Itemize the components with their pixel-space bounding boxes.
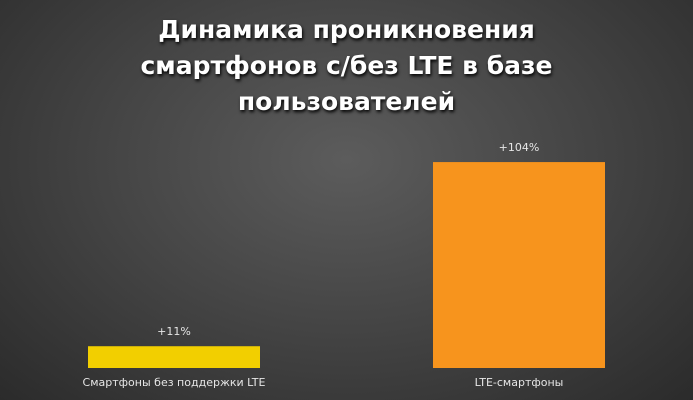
x-tick-label: LTE-смартфоны: [475, 376, 564, 389]
x-tick-label: Смартфоны без поддержки LTE: [83, 376, 266, 389]
value-label: +11%: [157, 325, 191, 338]
value-label: +104%: [499, 141, 540, 154]
bar: [88, 346, 260, 368]
chart-title: Динамика проникновения смартфонов с/без …: [140, 15, 553, 116]
bar: [433, 162, 605, 368]
